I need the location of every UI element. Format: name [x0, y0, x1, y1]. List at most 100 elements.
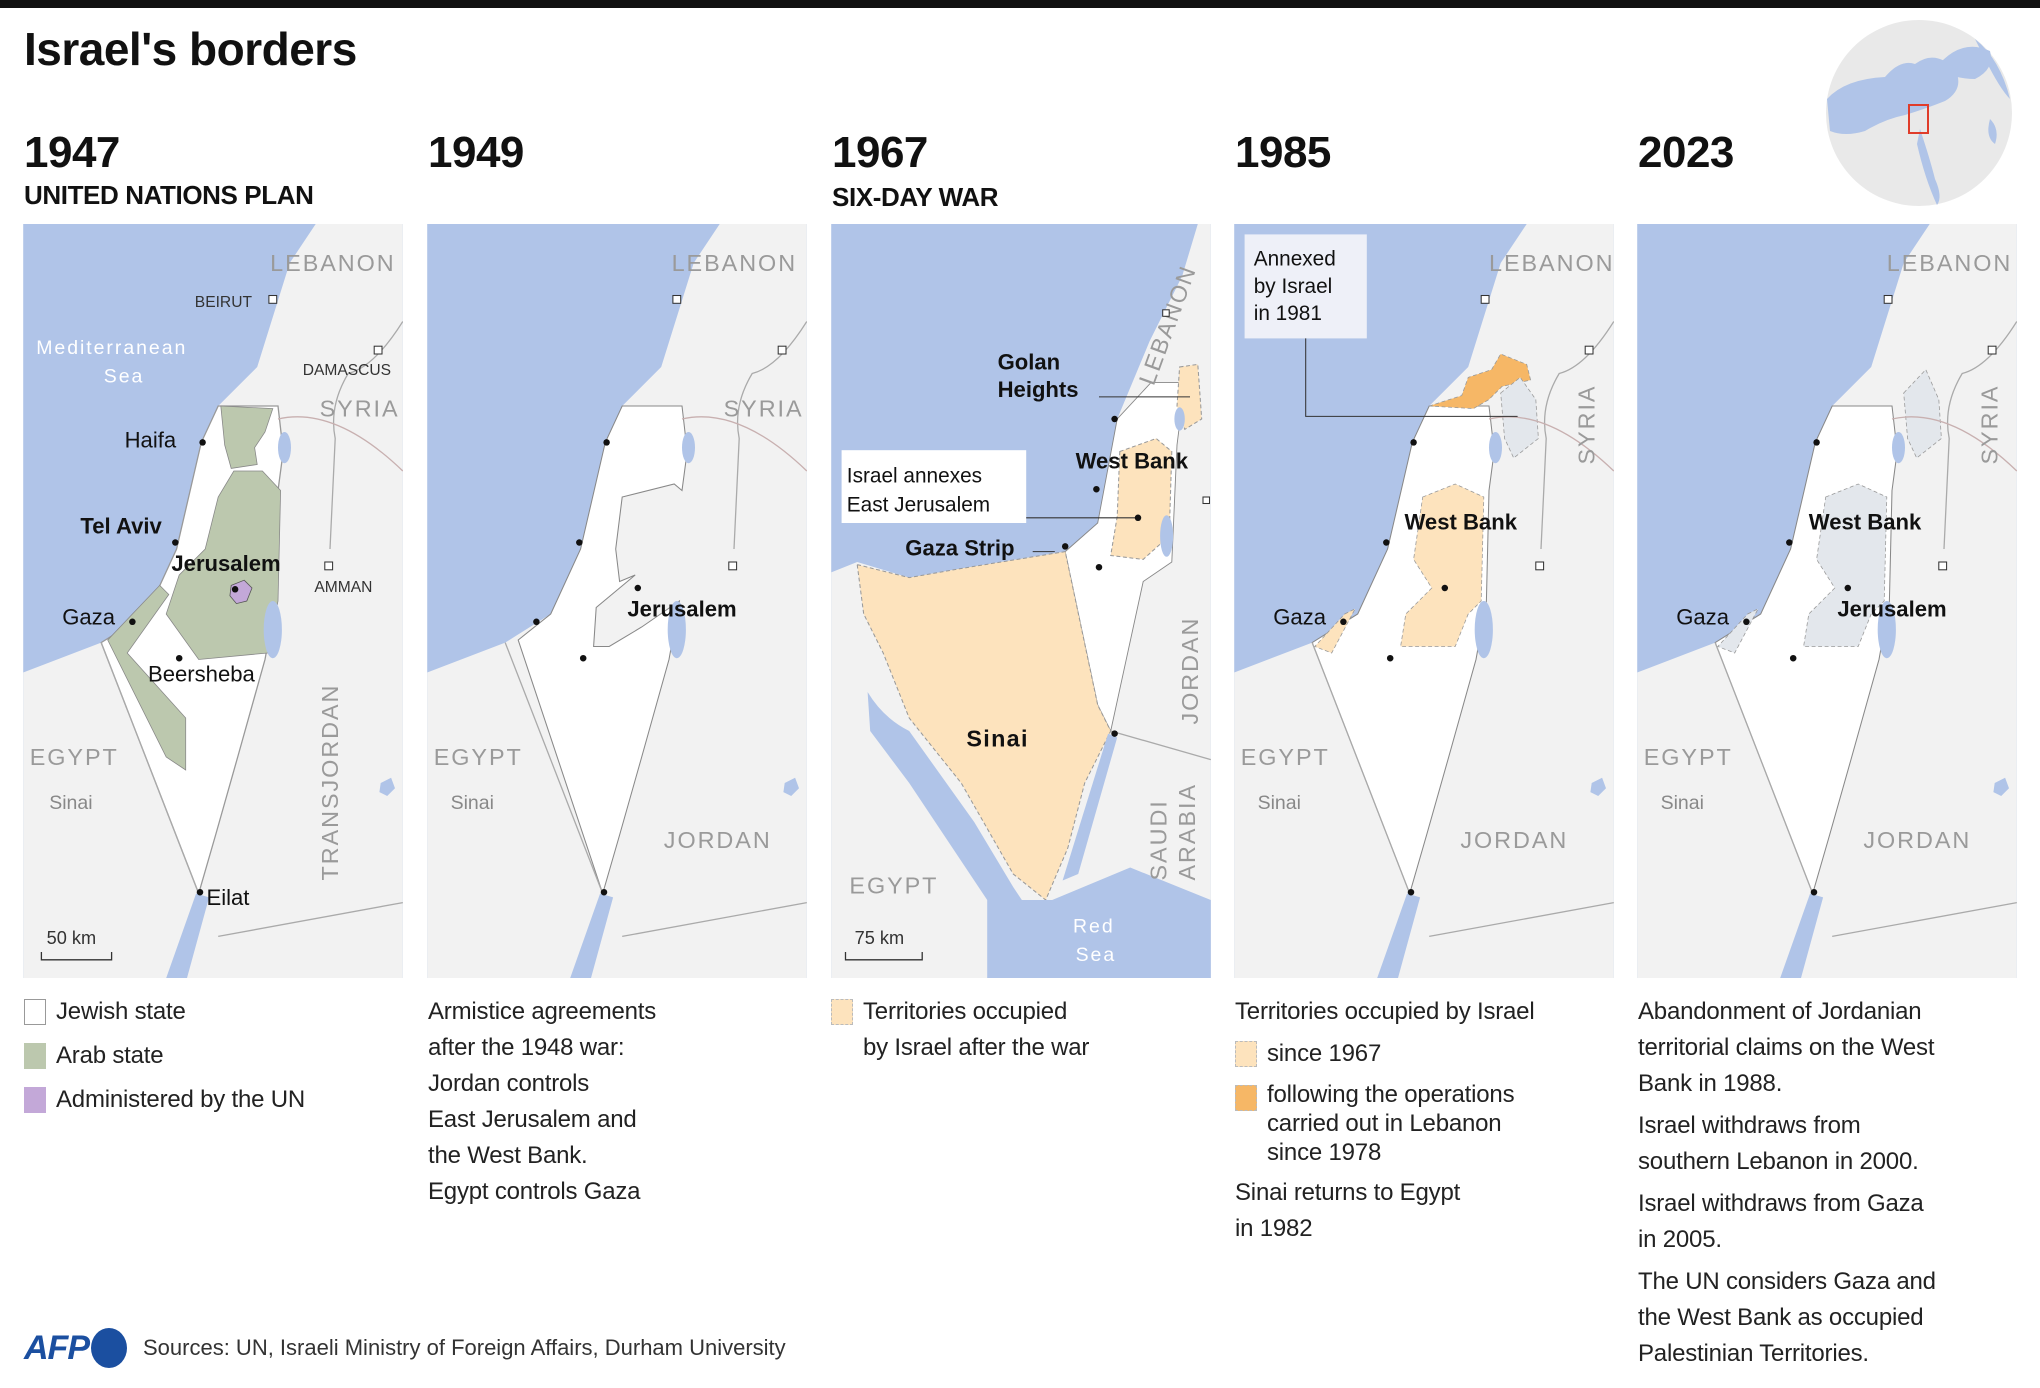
occupied-sinai: [856, 551, 1112, 901]
label-lebanon: LEBANON: [1887, 250, 2012, 276]
year-2023: 2023: [1638, 128, 1734, 177]
label-jordan: JORDAN: [1863, 827, 1971, 853]
label-sinai: Sinai: [1258, 792, 1301, 814]
label-gaza: Gaza: [62, 604, 115, 629]
legend-line: the West Bank.: [428, 1142, 588, 1169]
label-lebanon: LEBANON: [270, 250, 395, 276]
legend-2023: Abandonment of Jordanian territorial clai…: [1638, 994, 2028, 1378]
swatch-since-1967: [1235, 1041, 1257, 1067]
golan-heights: [1903, 368, 1942, 459]
legend-label: Administered by the UN: [56, 1086, 306, 1113]
locator-globe: [1826, 20, 2012, 206]
scale-bar: [844, 952, 923, 961]
label-tel-aviv: Tel Aviv: [80, 513, 162, 538]
arab-state-galilee: [220, 405, 274, 469]
afp-logo: AFP: [24, 1328, 127, 1368]
label-west-bank: West Bank: [1809, 510, 1922, 535]
label-syria: SYRIA: [1976, 385, 2002, 465]
legend-paragraph: Israel withdraws from southern Lebanon in…: [1638, 1112, 1919, 1175]
label-west-bank: West Bank: [1076, 448, 1189, 473]
west-bank: [1803, 483, 1888, 647]
swatch-lebanon-operations: [1235, 1085, 1257, 1111]
label-egypt: EGYPT: [849, 873, 938, 899]
legend-1985: Territories occupied by Israel since 196…: [1235, 994, 1625, 1247]
year-1985: 1985: [1235, 128, 1331, 177]
label-jerusalem: Jerusalem: [171, 551, 280, 576]
map-2023: LEBANON SYRIA West Bank Jerusalem Gaza E…: [1637, 224, 2017, 978]
label-jerusalem: Jerusalem: [1837, 597, 1946, 622]
label-egypt: EGYPT: [1644, 744, 1733, 770]
legend-label: following the operations: [1267, 1081, 1515, 1108]
top-bar: [0, 0, 2040, 8]
legend-note: in 1982: [1235, 1215, 1313, 1242]
legend-paragraph: The UN considers Gaza and the West Bank a…: [1638, 1268, 1936, 1367]
label-sea: Mediterranean: [36, 337, 187, 359]
label-egypt: EGYPT: [30, 744, 119, 770]
legend-note: Sinai returns to Egypt: [1235, 1179, 1461, 1206]
label-jordan: JORDAN: [664, 827, 772, 853]
label-beersheba: Beersheba: [148, 662, 256, 687]
afp-logo-text: AFP: [24, 1328, 90, 1367]
legend-label: Territories occupied: [863, 998, 1068, 1025]
legend-label: since 1978: [1267, 1139, 1382, 1166]
legend-line: East Jerusalem and: [428, 1106, 637, 1133]
page-title: Israel's borders: [24, 23, 357, 75]
label-syria: SYRIA: [1573, 385, 1599, 465]
occupied-west-bank: [1400, 483, 1485, 647]
label-jordan: JORDAN: [1177, 617, 1203, 725]
occupied-south-lebanon: [1429, 353, 1532, 409]
gulf-of-suez: [867, 692, 1027, 907]
label-red-sea: Red: [1073, 916, 1115, 938]
legend-line: after the 1948 war:: [428, 1034, 625, 1061]
locator-rectangle: [1908, 104, 1929, 134]
label-syria: SYRIA: [320, 395, 400, 421]
legend-item: Jewish state: [24, 994, 414, 1030]
label-golan: Golan: [998, 350, 1061, 375]
legend-line: Armistice agreements: [428, 998, 657, 1025]
annotation-line: by Israel: [1254, 275, 1333, 298]
sources: Sources: UN, Israeli Ministry of Foreign…: [143, 1335, 786, 1360]
label-sinai: Sinai: [1661, 792, 1704, 814]
label-syria: SYRIA: [724, 395, 804, 421]
swatch-un: [24, 1087, 46, 1113]
label-haifa: Haifa: [125, 428, 177, 453]
occupied-west-bank: [1110, 437, 1173, 560]
afp-logo-dot: [91, 1328, 127, 1368]
legend-item: since 1967: [1235, 1036, 1625, 1072]
map-1985: Annexed by Israel in 1981 LEBANON SYRIA …: [1234, 224, 1614, 978]
annotation-box: [1244, 234, 1367, 339]
legend-item: following the operations carried out in L…: [1235, 1080, 1625, 1167]
israel-1949: [517, 405, 688, 896]
subtitle-1947: UNITED NATIONS PLAN: [24, 180, 314, 210]
label-transjordan: TRANSJORDAN: [317, 684, 343, 881]
year-1967: 1967: [832, 128, 928, 177]
legend-paragraph: Israel withdraws from Gaza in 2005.: [1638, 1190, 1924, 1253]
scale-label: 50 km: [47, 928, 97, 948]
label-lebanon: LEBANON: [1489, 250, 1614, 276]
label-lebanon: LEBANON: [672, 250, 797, 276]
year-1947: 1947: [24, 128, 120, 177]
label-eilat: Eilat: [207, 885, 250, 910]
legend-1949: Armistice agreements after the 1948 war:…: [428, 994, 818, 1210]
map-1949: LEBANON SYRIA Jerusalem EGYPT Sinai JORD…: [427, 224, 807, 978]
map-1947: LEBANON BEIRUT Mediterranean Sea DAMASCU…: [23, 224, 403, 978]
legend-line: Egypt controls Gaza: [428, 1178, 641, 1205]
label-amman: AMMAN: [314, 579, 372, 596]
label-egypt: EGYPT: [434, 744, 523, 770]
label-gaza: Gaza: [1676, 604, 1729, 629]
label-west-bank: West Bank: [1405, 510, 1518, 535]
legend-1947: Jewish state Arab state Administered by …: [24, 994, 414, 1126]
legend-paragraph: Abandonment of Jordanian territorial clai…: [1638, 998, 1935, 1097]
legend-label: carried out in Lebanon: [1267, 1110, 1502, 1137]
label-sea-2: Sea: [104, 366, 145, 388]
label-jerusalem: Jerusalem: [627, 597, 736, 622]
annotation-box: [841, 450, 1027, 523]
label-beirut: BEIRUT: [195, 294, 253, 311]
label-jordan: JORDAN: [1460, 827, 1568, 853]
annotation-line: Annexed: [1254, 248, 1336, 271]
legend-1967: Territories occupied by Israel after the …: [831, 994, 1221, 1074]
swatch-jewish-state: [24, 999, 46, 1025]
label-gaza-strip: Gaza Strip: [905, 536, 1014, 561]
annotation-line: Israel annexes: [847, 465, 982, 488]
